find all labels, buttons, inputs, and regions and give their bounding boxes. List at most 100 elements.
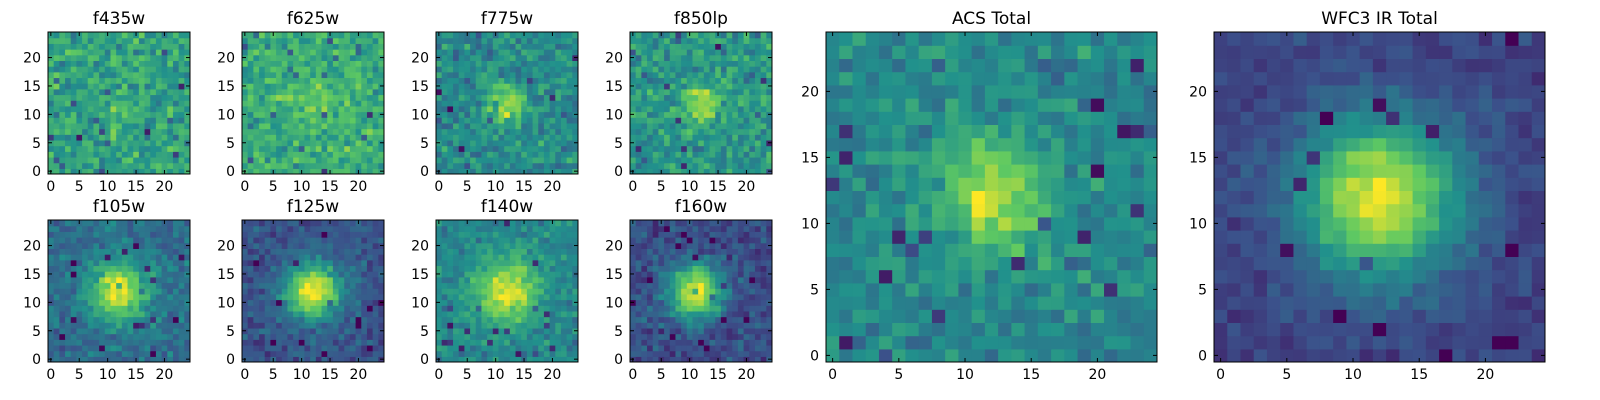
pixel-cell xyxy=(242,156,249,164)
pixel-cell xyxy=(470,248,477,255)
pixel-cell xyxy=(150,94,157,101)
pixel-cell xyxy=(555,117,562,124)
pixel-cell xyxy=(87,254,95,261)
pixel-cell xyxy=(99,254,106,261)
pixel-cell xyxy=(766,305,772,312)
pixel-cell xyxy=(509,60,517,67)
x-tick-label: 10 xyxy=(99,367,117,383)
pixel-cell xyxy=(366,265,374,272)
pixel-cell xyxy=(53,168,60,174)
pixel-cell xyxy=(121,276,129,284)
pixel-cell xyxy=(509,237,517,244)
pixel-cell xyxy=(167,231,174,238)
pixel-cell xyxy=(641,83,648,90)
pixel-cell xyxy=(549,322,556,329)
pixel-cell xyxy=(664,111,671,118)
pixel-cell xyxy=(242,134,249,141)
pixel-cell xyxy=(281,271,289,278)
pixel-cell xyxy=(475,162,483,169)
pixel-cell xyxy=(538,271,545,278)
pixel-cell xyxy=(104,111,112,118)
pixel-cell xyxy=(686,122,694,130)
pixel-cell xyxy=(658,162,665,169)
pixel-cell xyxy=(464,117,471,124)
pixel-cell xyxy=(441,168,448,174)
pixel-cell xyxy=(121,322,129,329)
pixel-cell xyxy=(184,145,190,152)
pixel-cell xyxy=(720,339,728,346)
pixel-cell xyxy=(441,100,448,107)
pixel-cell xyxy=(161,117,168,124)
pixel-cell xyxy=(270,71,277,79)
pixel-cell xyxy=(59,248,66,255)
pixel-cell xyxy=(720,134,728,141)
pixel-cell xyxy=(515,43,522,50)
pixel-cell xyxy=(464,122,471,130)
pixel-cell xyxy=(532,339,539,346)
pixel-cell xyxy=(732,54,739,61)
pixel-cell xyxy=(698,139,705,147)
pixel-cell xyxy=(150,32,157,39)
pixel-cell xyxy=(475,156,483,164)
pixel-cell xyxy=(475,356,483,362)
pixel-cell xyxy=(104,37,112,44)
pixel-cell xyxy=(310,276,317,284)
pixel-cell xyxy=(65,162,72,169)
pixel-cell xyxy=(178,231,185,238)
pixel-cell xyxy=(715,139,722,147)
pixel-cell xyxy=(692,139,699,147)
pixel-cell xyxy=(560,100,568,107)
pixel-cell xyxy=(116,94,123,101)
pixel-cell xyxy=(276,271,283,278)
pixel-cell xyxy=(310,37,317,44)
pixel-cell xyxy=(127,259,134,267)
pixel-cell xyxy=(538,288,545,295)
pixel-cell xyxy=(310,316,317,323)
pixel-cell xyxy=(458,60,465,67)
pixel-cell xyxy=(93,66,100,73)
pixel-cell xyxy=(53,162,60,169)
pixel-cell xyxy=(281,37,289,44)
pixel-cell xyxy=(458,117,465,124)
pixel-cell xyxy=(458,49,465,56)
pixel-cell xyxy=(287,237,294,244)
pixel-cell xyxy=(127,117,134,124)
pixel-cell xyxy=(664,122,671,130)
pixel-cell xyxy=(720,66,728,73)
pixel-cell xyxy=(560,350,568,357)
pixel-cell xyxy=(641,305,648,312)
pixel-cell xyxy=(532,122,539,130)
pixel-cell xyxy=(144,77,151,84)
pixel-cell xyxy=(144,322,151,329)
pixel-cell xyxy=(521,310,528,318)
pixel-cell xyxy=(184,94,190,101)
pixel-cell xyxy=(247,242,254,249)
pixel-cell xyxy=(144,145,151,152)
pixel-cell xyxy=(144,105,151,113)
pixel-cell xyxy=(572,151,578,158)
pixel-cell xyxy=(475,344,483,352)
pixel-cell xyxy=(110,231,117,238)
pixel-cell xyxy=(630,117,637,124)
pixel-cell xyxy=(65,83,72,90)
pixel-cell xyxy=(76,37,83,44)
pixel-cell xyxy=(247,37,254,44)
pixel-cell xyxy=(378,282,384,289)
pixel-cell xyxy=(475,242,483,249)
pixel-cell xyxy=(686,310,694,318)
pixel-cell xyxy=(82,242,89,249)
pixel-cell xyxy=(247,94,254,101)
pixel-cell xyxy=(349,77,357,84)
pixel-cell xyxy=(543,71,551,79)
pixel-cell xyxy=(172,305,180,312)
pixel-cell xyxy=(509,94,517,101)
pixel-cell xyxy=(172,71,180,79)
pixel-cell xyxy=(754,288,762,295)
pixel-cell xyxy=(487,54,494,61)
pixel-cell xyxy=(760,344,767,352)
pixel-cell xyxy=(658,339,665,346)
pixel-cell xyxy=(698,117,705,124)
pixel-cell xyxy=(150,77,157,84)
pixel-cell xyxy=(138,139,146,147)
pixel-cell xyxy=(150,350,157,357)
